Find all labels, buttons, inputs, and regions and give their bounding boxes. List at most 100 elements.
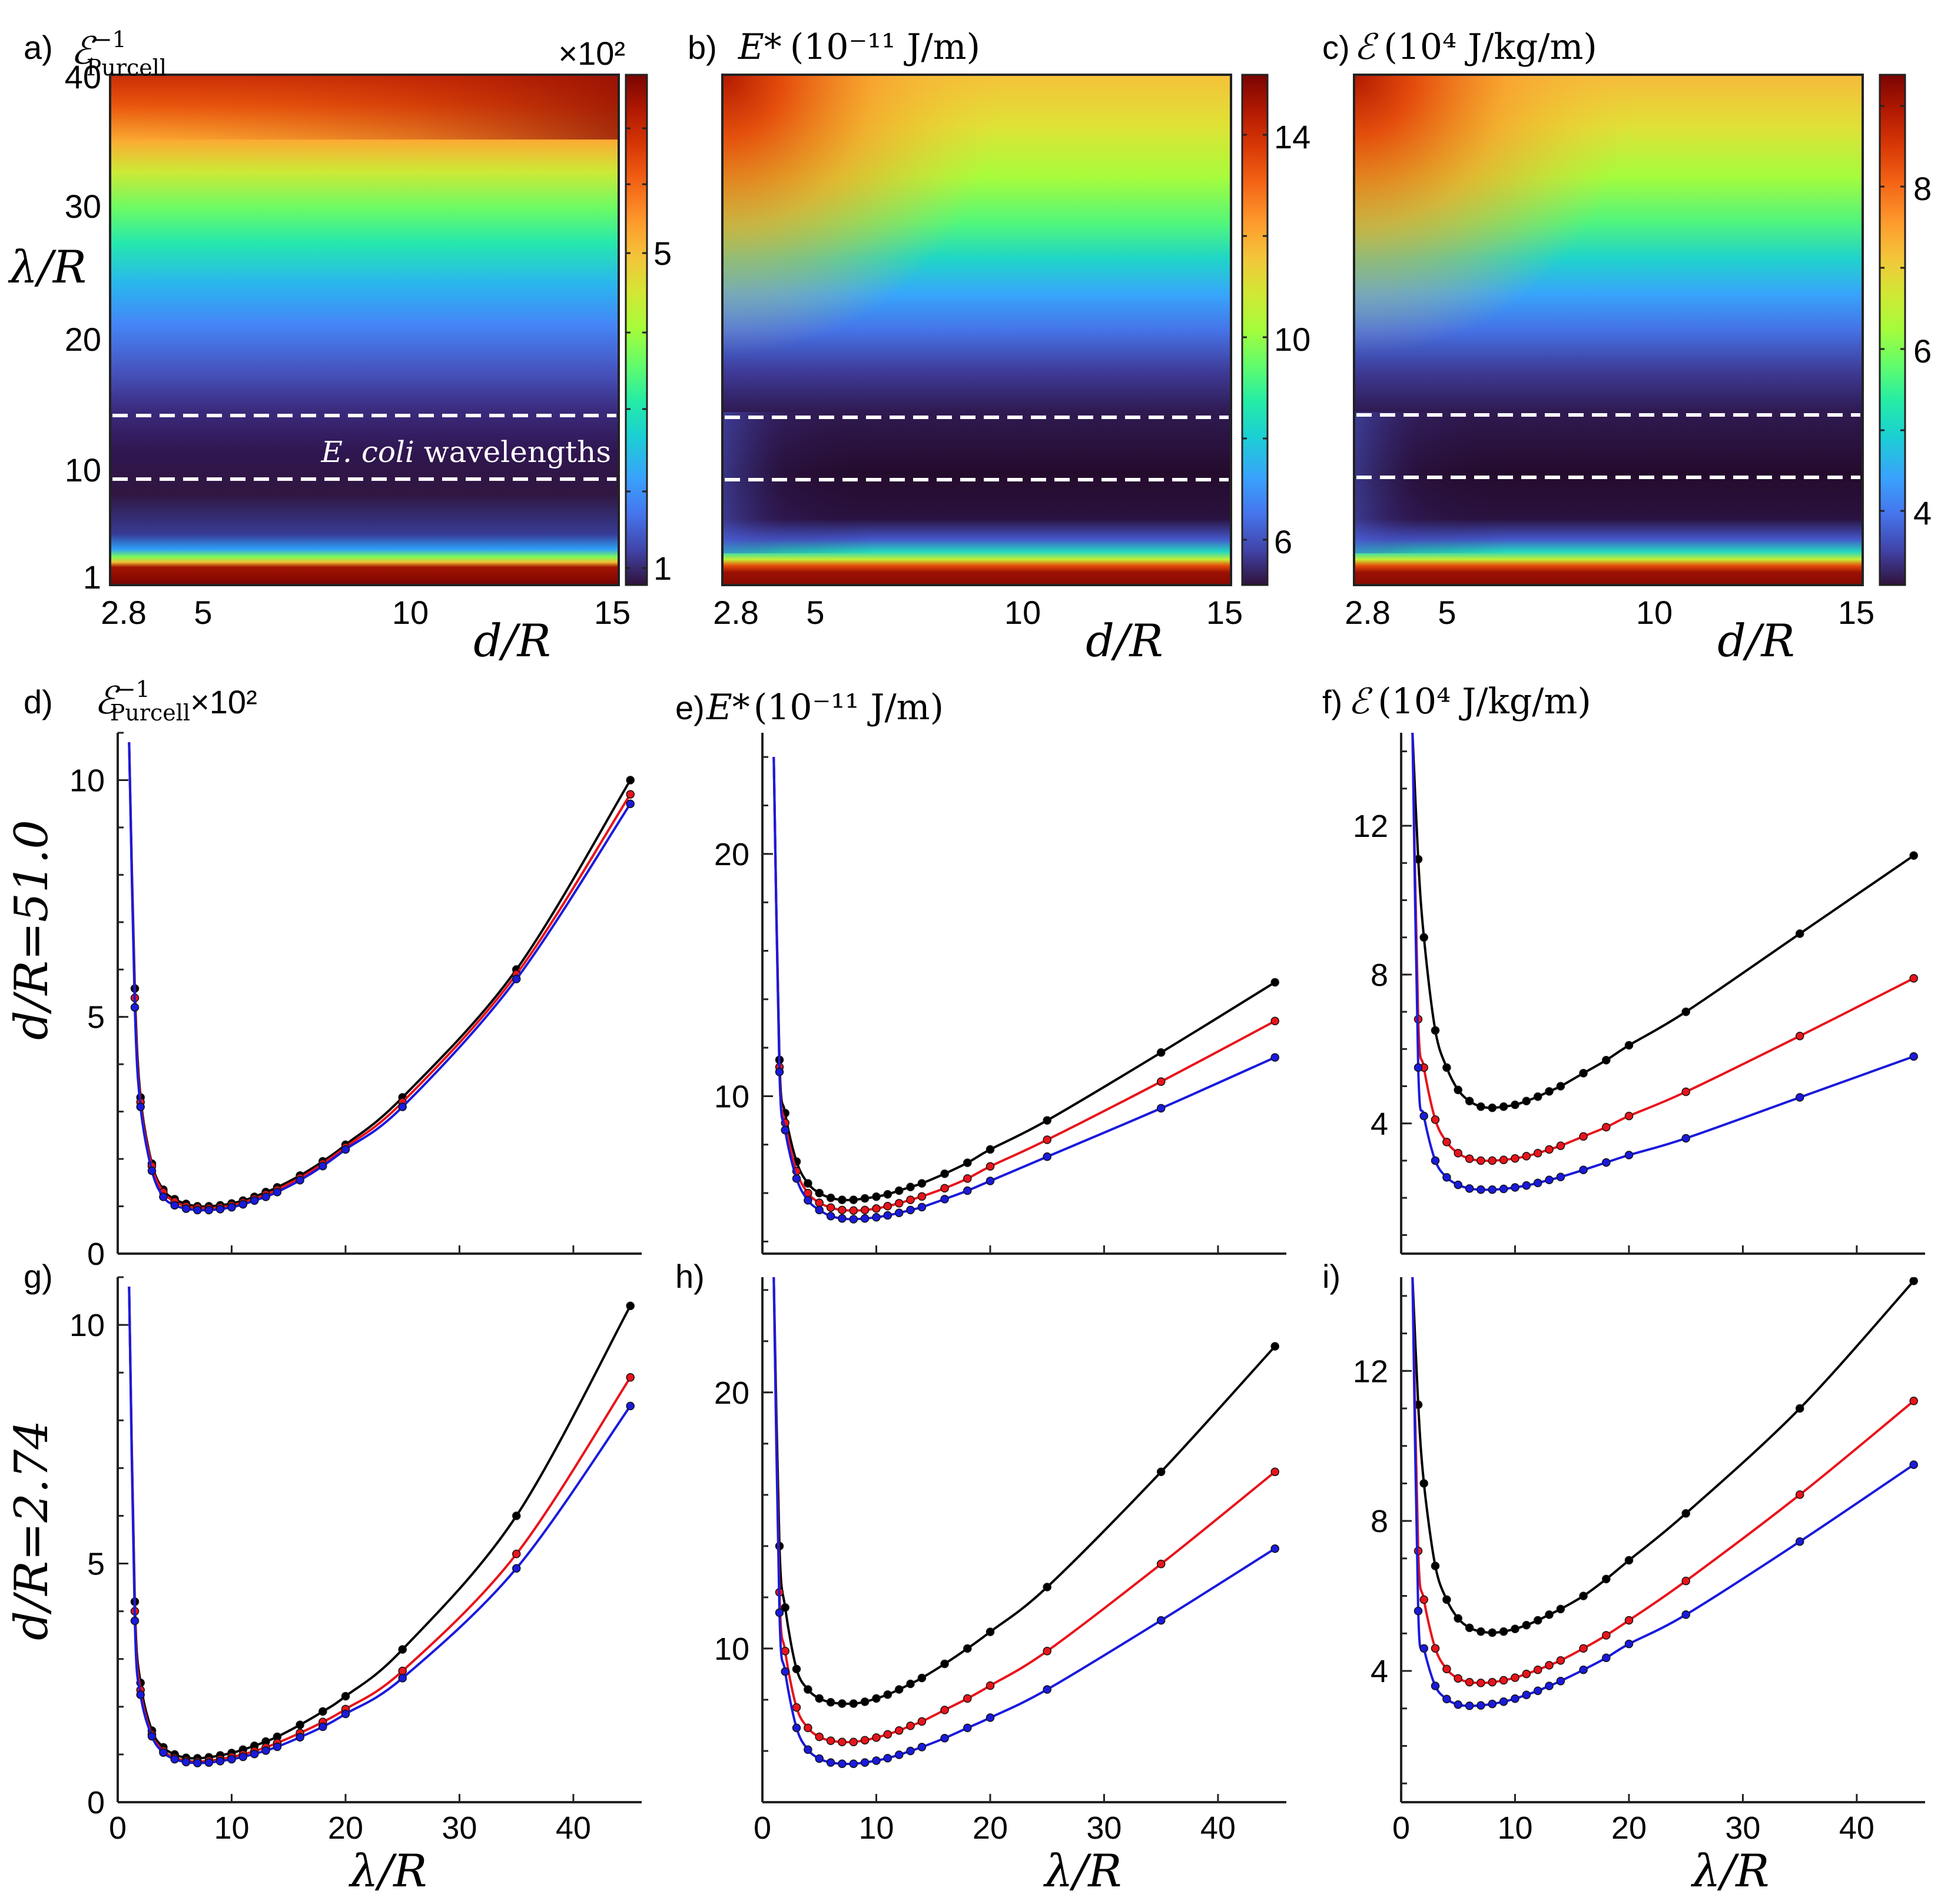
title-a: ℰ−1 Purcell xyxy=(71,26,167,81)
point-black-e xyxy=(838,1195,847,1204)
point-red-e xyxy=(860,1205,870,1215)
point-black-f xyxy=(1545,1087,1554,1096)
colorbar-b xyxy=(1241,74,1269,586)
point-blue-d xyxy=(170,1201,179,1210)
point-black-h xyxy=(917,1673,927,1683)
point-blue-i xyxy=(1454,1700,1462,1709)
point-black-f xyxy=(1454,1085,1462,1095)
xtick-c-2.8: 2.8 xyxy=(1345,594,1391,631)
point-red-i xyxy=(1624,1616,1634,1625)
heatmap-b-left-light xyxy=(722,412,1231,553)
point-black-f xyxy=(1602,1056,1611,1065)
panel-label-f: f) xyxy=(1322,683,1342,720)
point-blue-e xyxy=(849,1215,858,1224)
point-blue-d xyxy=(318,1161,327,1171)
point-black-i xyxy=(1476,1627,1485,1636)
point-red-e xyxy=(906,1195,915,1204)
y-tick-label-f: 12 xyxy=(1353,809,1388,844)
colorbar-b-ticks xyxy=(1242,134,1268,541)
xlabel-h: λ/R xyxy=(1043,1845,1122,1897)
point-red-f xyxy=(1579,1132,1588,1141)
line-panel-i: 4 8 12 0 10 20 30 40 xyxy=(1353,1277,1925,1846)
series-line-black-e xyxy=(772,757,1276,1201)
point-red-f xyxy=(1511,1154,1519,1163)
point-blue-i xyxy=(1545,1682,1554,1690)
point-black-f xyxy=(1442,1063,1451,1072)
series-line-red-i xyxy=(1411,1277,1914,1684)
point-red-i xyxy=(1602,1631,1611,1640)
title-c: ℰ (10⁴ J/kg/m) xyxy=(1354,26,1597,68)
point-blue-f xyxy=(1556,1172,1565,1182)
point-red-e xyxy=(838,1205,847,1215)
point-blue-d xyxy=(273,1188,282,1197)
point-blue-i xyxy=(1795,1537,1804,1546)
point-blue-f xyxy=(1414,1063,1423,1072)
point-blue-i xyxy=(1465,1702,1474,1710)
panel-label-i: i) xyxy=(1322,1258,1341,1295)
title-f: ℰ (10⁴ J/kg/m) xyxy=(1348,681,1591,722)
xlabel-i: λ/R xyxy=(1691,1845,1770,1897)
series-line-red-g xyxy=(128,1287,632,1763)
ytick-a-1: 1 xyxy=(83,559,101,596)
point-blue-h xyxy=(940,1733,949,1743)
series-line-blue-f xyxy=(1411,733,1914,1191)
title-b: E* (10⁻¹¹ J/m) xyxy=(738,26,980,68)
point-blue-e xyxy=(906,1205,915,1215)
heatmap-panel-c: c) ℰ (10⁴ J/kg/m) 2.8 5 10 15 d/R 8 6 4 xyxy=(1322,26,1932,667)
point-black-i xyxy=(1556,1604,1565,1614)
point-blue-f xyxy=(1795,1093,1804,1102)
point-black-f xyxy=(1499,1102,1508,1111)
point-blue-g xyxy=(238,1752,248,1762)
xtick-b-5: 5 xyxy=(806,594,824,631)
heatmap-panel-b: b) E* (10⁻¹¹ J/m) 2.8 5 10 15 d/R 14 10 6 xyxy=(688,26,1310,667)
point-red-e xyxy=(940,1184,949,1193)
heatmap-panel-a: E. coli wavelengths a) ℰ−1 Purcell ×10² 4… xyxy=(8,26,672,667)
point-blue-i xyxy=(1499,1697,1508,1706)
heatmap-a-field xyxy=(110,75,619,585)
point-black-e xyxy=(883,1189,892,1199)
point-black-i xyxy=(1499,1627,1508,1636)
row-label-bottom: d/R=2.74 xyxy=(5,1420,58,1640)
point-blue-h xyxy=(804,1745,812,1755)
point-black-f xyxy=(1681,1007,1690,1016)
point-black-h xyxy=(872,1694,881,1703)
point-red-i xyxy=(1909,1397,1918,1405)
point-red-h xyxy=(1043,1647,1051,1656)
point-blue-g xyxy=(170,1755,179,1764)
point-black-g xyxy=(512,1511,521,1520)
point-blue-d xyxy=(181,1204,191,1213)
cbar-b-tick-6: 6 xyxy=(1274,523,1292,560)
point-black-h xyxy=(963,1644,972,1653)
y-tick-label-h: 10 xyxy=(714,1631,749,1667)
point-blue-e xyxy=(781,1125,789,1135)
point-blue-d xyxy=(398,1102,407,1111)
point-blue-g xyxy=(261,1746,270,1755)
point-blue-d xyxy=(159,1192,168,1201)
xtick-a-10: 10 xyxy=(392,594,429,631)
point-black-e xyxy=(894,1186,904,1195)
cbar-b-tick-10: 10 xyxy=(1274,321,1310,358)
point-blue-e xyxy=(963,1186,972,1195)
point-blue-d xyxy=(147,1166,157,1175)
point-black-e xyxy=(986,1145,995,1154)
point-black-i xyxy=(1624,1556,1634,1565)
point-blue-h xyxy=(872,1756,881,1765)
point-blue-e xyxy=(815,1205,824,1215)
point-red-f xyxy=(1522,1152,1531,1161)
line-panels: 0 5 10 10 20 4 8 12 0 5 10 0 10 20 30 40 10 20 0 10 20 30 40 4 8… xyxy=(69,732,1925,1846)
point-black-e xyxy=(917,1179,927,1188)
point-blue-e xyxy=(804,1196,812,1205)
point-blue-e xyxy=(894,1208,904,1218)
point-red-f xyxy=(1556,1141,1565,1150)
point-red-e xyxy=(849,1206,858,1215)
point-black-i xyxy=(1909,1277,1918,1285)
series-line-red-f xyxy=(1411,733,1914,1162)
point-blue-i xyxy=(1579,1665,1588,1674)
y-tick-label-g: 10 xyxy=(69,1308,105,1343)
x-tick-label-i: 30 xyxy=(1725,1810,1760,1846)
colorbar-c xyxy=(1879,74,1906,586)
point-red-h xyxy=(838,1737,847,1746)
point-red-i xyxy=(1556,1656,1565,1665)
xtick-b-10: 10 xyxy=(1004,594,1041,631)
point-black-e xyxy=(872,1192,881,1201)
